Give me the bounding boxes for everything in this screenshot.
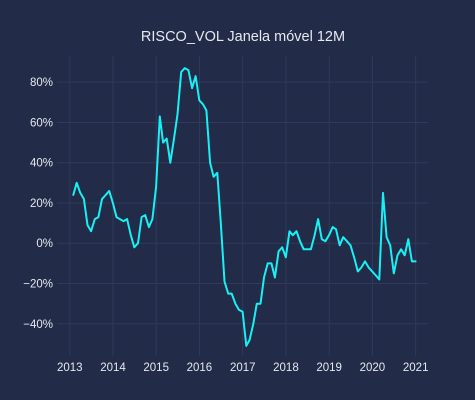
x-tick-label: 2013 bbox=[57, 362, 83, 374]
grid-lines bbox=[57, 56, 428, 356]
x-tick-label: 2020 bbox=[360, 362, 386, 374]
x-tick-label: 2015 bbox=[143, 362, 169, 374]
y-tick-label: 80% bbox=[30, 77, 53, 89]
x-tick-label: 2018 bbox=[273, 362, 299, 374]
chart-title: RISCO_VOL Janela móvel 12M bbox=[141, 29, 345, 45]
series-line bbox=[72, 67, 417, 347]
y-tick-label: 60% bbox=[30, 117, 53, 129]
x-tick-label: 2021 bbox=[403, 362, 429, 374]
y-tick-label: −40% bbox=[23, 319, 53, 331]
y-tick-label: 40% bbox=[30, 158, 53, 170]
y-tick-label: −20% bbox=[23, 279, 53, 291]
y-tick-label: 0% bbox=[36, 238, 53, 250]
tick-labels: −40% −20% 0% 20% 40% 60% 80% 2013 2014 2015 2016 20… bbox=[23, 77, 428, 374]
series-line-group bbox=[72, 67, 417, 347]
y-tick-label: 20% bbox=[30, 198, 53, 210]
x-tick-label: 2016 bbox=[187, 362, 213, 374]
x-tick-label: 2019 bbox=[316, 362, 342, 374]
x-tick-label: 2014 bbox=[100, 362, 126, 374]
x-tick-label: 2017 bbox=[230, 362, 256, 374]
